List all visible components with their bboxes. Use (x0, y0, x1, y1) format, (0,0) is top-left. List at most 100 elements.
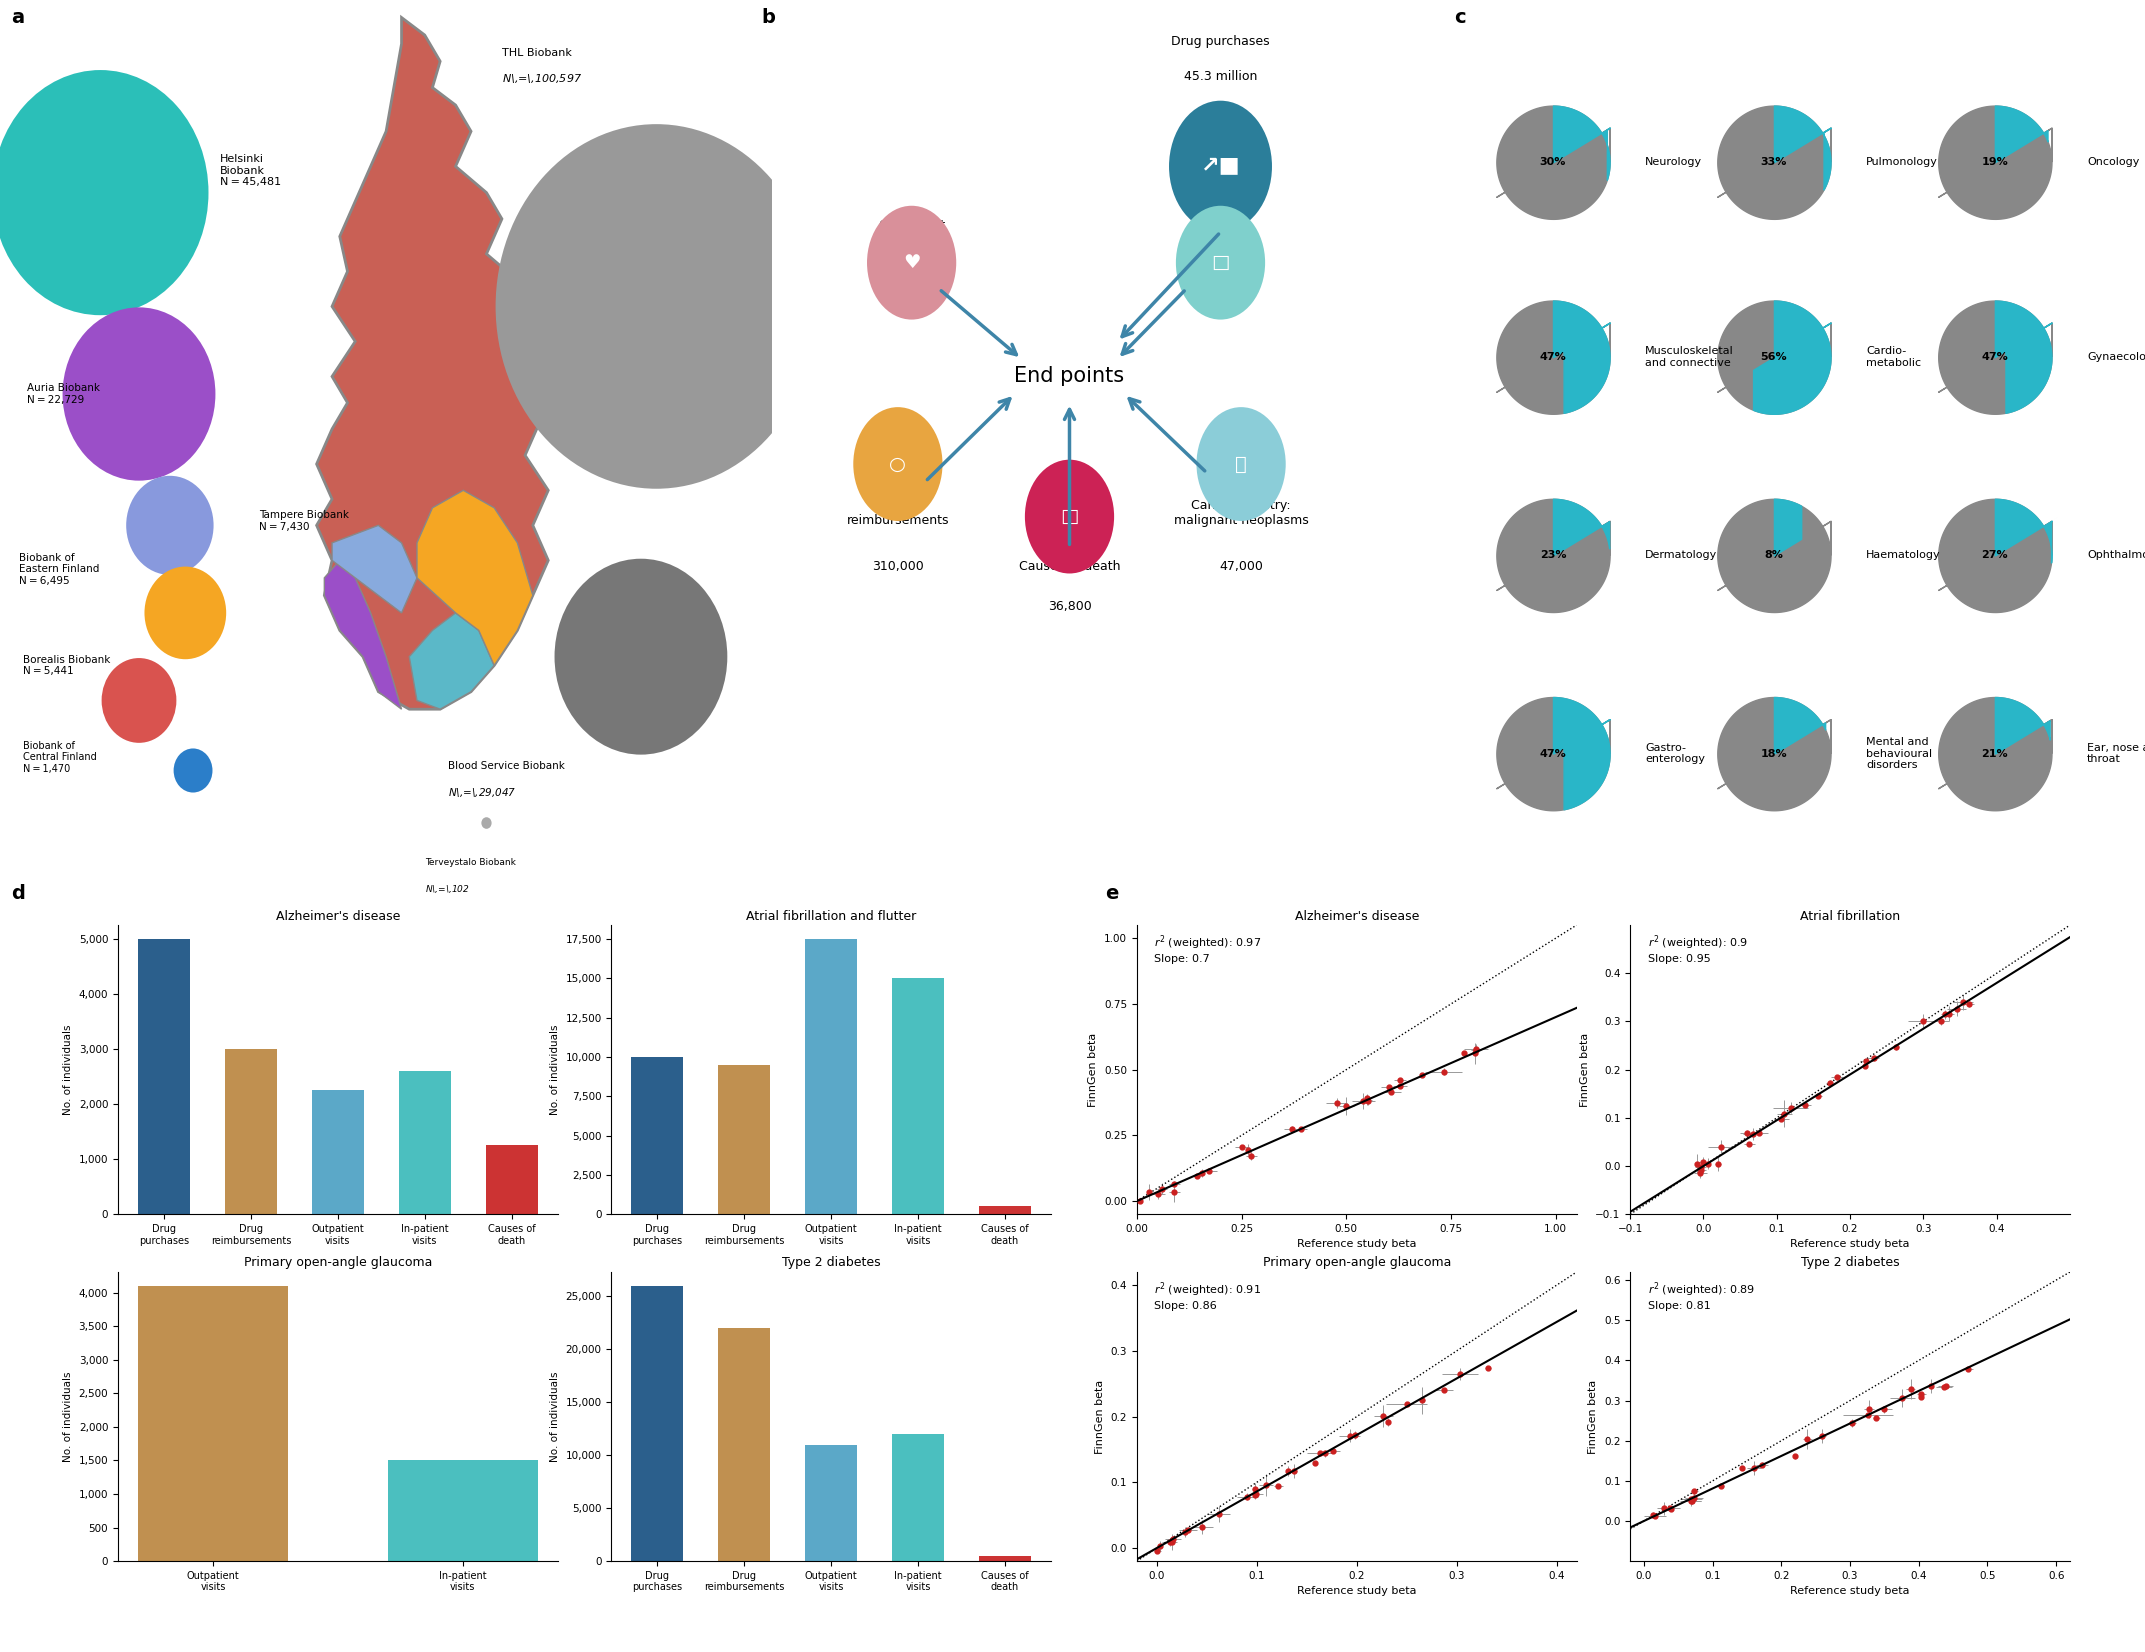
Text: Gynaecology: Gynaecology (2087, 352, 2145, 362)
Ellipse shape (556, 558, 727, 755)
Text: Outpatient
visits: Outpatient visits (877, 218, 946, 246)
Text: Ophthalmology: Ophthalmology (2087, 550, 2145, 560)
Bar (804, 1444, 858, 1561)
Text: 47,000: 47,000 (1218, 560, 1263, 573)
Polygon shape (317, 18, 549, 709)
Title: Type 2 diabetes: Type 2 diabetes (783, 1257, 879, 1269)
Y-axis label: FinnGen beta: FinnGen beta (1589, 1379, 1598, 1454)
Bar (137, 1285, 287, 1561)
Text: 47%: 47% (1540, 352, 1566, 362)
Bar (631, 1285, 684, 1561)
Text: Drug purchases: Drug purchases (1171, 35, 1270, 48)
Text: ⦾: ⦾ (1236, 454, 1246, 474)
Text: □: □ (1060, 507, 1079, 525)
Ellipse shape (1197, 406, 1285, 520)
Text: □: □ (1212, 253, 1229, 273)
Text: 21%: 21% (1982, 748, 2008, 758)
Bar (978, 1556, 1032, 1561)
Ellipse shape (1169, 101, 1272, 231)
Text: In-patient
visits: In-patient visits (1190, 218, 1251, 246)
Text: $N$\,=\,102: $N$\,=\,102 (425, 882, 470, 895)
Ellipse shape (867, 206, 957, 319)
Text: $N$\,=\,100,597: $N$\,=\,100,597 (502, 73, 581, 86)
X-axis label: Reference study beta: Reference study beta (1298, 1586, 1416, 1596)
Ellipse shape (495, 124, 817, 489)
Text: Pulmonology: Pulmonology (1866, 157, 1939, 167)
Bar (892, 1434, 944, 1561)
Text: Biobank of
Eastern Finland
N = 6,495: Biobank of Eastern Finland N = 6,495 (19, 552, 99, 586)
X-axis label: Reference study beta: Reference study beta (1791, 1586, 1909, 1596)
Text: 45.3 million: 45.3 million (1184, 69, 1257, 83)
Text: Auria Biobank
N = 22,729: Auria Biobank N = 22,729 (28, 383, 101, 405)
Text: Ear, nose and
throat: Ear, nose and throat (2087, 743, 2145, 765)
Title: Alzheimer's disease: Alzheimer's disease (1296, 910, 1418, 922)
Bar (137, 938, 191, 1214)
X-axis label: Reference study beta: Reference study beta (1298, 1239, 1416, 1249)
Title: Atrial fibrillation: Atrial fibrillation (1800, 910, 1900, 922)
Text: $N$\,=\,29,047: $N$\,=\,29,047 (448, 786, 517, 800)
Title: Primary open-angle glaucoma: Primary open-angle glaucoma (1263, 1257, 1450, 1269)
Bar (804, 938, 858, 1214)
Text: d: d (11, 884, 24, 904)
Polygon shape (332, 525, 416, 613)
Text: $r^2$ (weighted): 0.89
Slope: 0.81: $r^2$ (weighted): 0.89 Slope: 0.81 (1647, 1280, 1755, 1312)
Text: $r^2$ (weighted): 0.97
Slope: 0.7: $r^2$ (weighted): 0.97 Slope: 0.7 (1154, 933, 1261, 965)
Text: 310,000: 310,000 (873, 560, 924, 573)
Ellipse shape (144, 567, 225, 659)
Title: Alzheimer's disease: Alzheimer's disease (277, 910, 399, 922)
Ellipse shape (101, 657, 176, 743)
Bar (631, 1057, 684, 1214)
Ellipse shape (1175, 206, 1266, 319)
Title: Type 2 diabetes: Type 2 diabetes (1802, 1257, 1898, 1269)
Y-axis label: FinnGen beta: FinnGen beta (1096, 1379, 1105, 1454)
Bar (978, 1206, 1032, 1214)
Text: Blood Service Biobank: Blood Service Biobank (448, 762, 564, 771)
Y-axis label: No. of individuals: No. of individuals (62, 1024, 73, 1115)
Bar (388, 1460, 538, 1561)
Text: THL Biobank: THL Biobank (502, 48, 573, 58)
Text: Dermatology: Dermatology (1645, 550, 1718, 560)
Ellipse shape (854, 406, 942, 520)
X-axis label: Reference study beta: Reference study beta (1791, 1239, 1909, 1249)
Text: 19%: 19% (1982, 157, 2008, 167)
Text: ↗■: ↗■ (1201, 157, 1240, 177)
Text: $r^2$ (weighted): 0.91
Slope: 0.86: $r^2$ (weighted): 0.91 Slope: 0.86 (1154, 1280, 1261, 1312)
Text: 47%: 47% (1982, 352, 2008, 362)
Y-axis label: FinnGen beta: FinnGen beta (1088, 1032, 1098, 1107)
Text: Drug
reimbursements: Drug reimbursements (847, 499, 948, 527)
Ellipse shape (174, 748, 212, 793)
Text: e: e (1105, 884, 1118, 904)
Title: Primary open-angle glaucoma: Primary open-angle glaucoma (245, 1257, 431, 1269)
Polygon shape (416, 491, 532, 666)
Bar (719, 1328, 770, 1561)
Ellipse shape (62, 307, 215, 481)
Text: Borealis Biobank
N = 5,441: Borealis Biobank N = 5,441 (24, 654, 112, 676)
Y-axis label: FinnGen beta: FinnGen beta (1579, 1032, 1589, 1107)
Title: Atrial fibrillation and flutter: Atrial fibrillation and flutter (746, 910, 916, 922)
Text: Cardio-
metabolic: Cardio- metabolic (1866, 347, 1922, 368)
Y-axis label: No. of individuals: No. of individuals (549, 1024, 560, 1115)
Text: 23%: 23% (1540, 550, 1566, 560)
Ellipse shape (127, 476, 214, 575)
Text: b: b (761, 8, 774, 28)
Text: Cancer registry:
malignant neoplasms: Cancer registry: malignant neoplasms (1173, 499, 1308, 527)
Text: a: a (11, 8, 24, 28)
Y-axis label: No. of individuals: No. of individuals (62, 1371, 73, 1462)
Text: 8%: 8% (1765, 550, 1782, 560)
Text: Haematology: Haematology (1866, 550, 1941, 560)
Bar (311, 1090, 365, 1214)
Text: Tampere Biobank
N = 7,430: Tampere Biobank N = 7,430 (260, 510, 350, 532)
Polygon shape (410, 613, 493, 709)
Text: Gastro-
enterology: Gastro- enterology (1645, 743, 1705, 765)
Text: 18%: 18% (1761, 748, 1787, 758)
Text: $r^2$ (weighted): 0.9
Slope: 0.95: $r^2$ (weighted): 0.9 Slope: 0.95 (1647, 933, 1748, 965)
Y-axis label: No. of individuals: No. of individuals (549, 1371, 560, 1462)
Text: Musculoskeletal
and connective: Musculoskeletal and connective (1645, 347, 1733, 368)
Bar (485, 1145, 538, 1214)
Ellipse shape (1025, 459, 1113, 573)
Text: 30%: 30% (1540, 157, 1566, 167)
Text: End points: End points (1015, 367, 1124, 387)
Text: ♥: ♥ (903, 253, 920, 273)
Text: Causes of death: Causes of death (1019, 560, 1120, 573)
Text: 27%: 27% (1982, 550, 2008, 560)
